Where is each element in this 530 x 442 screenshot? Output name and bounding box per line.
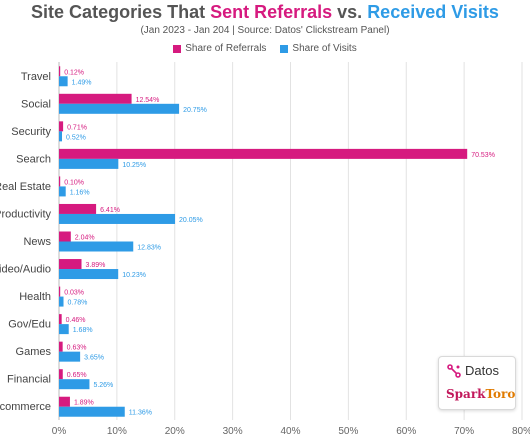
data-label-referrals: 0.03% [64, 290, 84, 297]
chart-title: Site Categories That Sent Referrals vs. … [0, 2, 530, 23]
bar-visits [59, 241, 134, 252]
bar-referrals [59, 341, 63, 352]
y-tick-label: Search [16, 153, 51, 165]
legend-label-visits: Share of Visits [292, 43, 357, 54]
x-tick-label: 80% [512, 426, 530, 437]
y-tick-label: Ecommerce [0, 401, 51, 413]
data-label-referrals: 12.54% [136, 97, 160, 104]
legend-item-visits: Share of Visits [280, 43, 357, 54]
data-label-referrals: 0.12% [64, 69, 84, 76]
data-label-referrals: 0.71% [67, 124, 87, 131]
title-part-1: Site Categories That [31, 2, 211, 22]
bar-visits [59, 269, 119, 280]
chart-subtitle: (Jan 2023 - Jan 204 | Source: Datos' Cli… [140, 25, 390, 36]
legend-item-referrals: Share of Referrals [173, 43, 266, 54]
datos-logo: Datos [447, 363, 499, 378]
y-tick-label: Productivity [0, 208, 51, 220]
y-tick-label: Health [19, 291, 51, 303]
x-tick-label: 50% [338, 426, 358, 437]
title-sent-referrals: Sent Referrals [210, 2, 333, 22]
data-label-visits: 0.78% [68, 300, 88, 307]
y-tick-label: Travel [21, 71, 51, 83]
x-tick-label: 10% [107, 426, 127, 437]
bar-visits [59, 296, 64, 307]
data-label-referrals: 0.63% [67, 345, 87, 352]
data-label-visits: 10.23% [122, 272, 146, 279]
bar-visits [59, 76, 68, 87]
bar-visits [59, 213, 176, 224]
bar-visits [59, 186, 66, 197]
x-tick-label: 60% [396, 426, 416, 437]
y-tick-label: News [23, 236, 51, 248]
data-label-referrals: 3.89% [86, 262, 106, 269]
bar-referrals [59, 66, 61, 77]
data-label-visits: 1.49% [72, 79, 92, 86]
data-label-visits: 3.65% [84, 355, 104, 362]
legend-swatch-visits [280, 44, 289, 53]
bar-referrals [59, 369, 63, 380]
bar-visits [59, 406, 125, 417]
bar-referrals [59, 259, 82, 270]
bar-referrals [59, 314, 62, 325]
bar-referrals [59, 396, 70, 407]
data-label-referrals: 0.10% [64, 179, 84, 186]
bar-referrals [59, 203, 97, 214]
data-label-visits: 20.75% [183, 107, 207, 114]
y-tick-label: Gov/Edu [8, 319, 51, 331]
bar-visits [59, 131, 63, 142]
data-label-visits: 1.68% [73, 327, 93, 334]
bar-referrals [59, 148, 468, 159]
x-tick-label: 20% [165, 426, 185, 437]
bar-referrals [59, 176, 61, 187]
data-label-visits: 11.36% [129, 410, 152, 417]
bar-referrals [59, 93, 132, 104]
y-tick-label: Video/Audio [0, 264, 51, 276]
datos-wordmark: Datos [465, 363, 499, 378]
data-label-visits: 10.25% [122, 162, 146, 169]
data-label-visits: 12.83% [137, 245, 161, 252]
legend-label-referrals: Share of Referrals [185, 43, 267, 54]
data-label-referrals: 0.65% [67, 372, 87, 379]
bar-visits [59, 103, 180, 114]
legend: Share of Referrals Share of Visits [0, 43, 530, 54]
y-tick-label: Financial [7, 374, 51, 386]
bar-referrals [59, 121, 64, 132]
datos-icon [447, 363, 461, 378]
data-label-visits: 1.16% [70, 189, 90, 196]
bar-referrals [59, 286, 61, 297]
y-tick-label: Security [11, 126, 51, 138]
data-label-referrals: 6.41% [100, 207, 120, 214]
data-label-referrals: 1.89% [74, 400, 94, 407]
data-label-visits: 5.26% [93, 382, 113, 389]
y-tick-label: Games [16, 346, 52, 358]
y-tick-label: Real Estate [0, 181, 51, 193]
data-label-visits: 0.52% [66, 134, 86, 141]
logo-box: Datos SparkToro [438, 356, 516, 410]
bar-visits [59, 379, 90, 390]
sparktoro-logo: SparkToro [446, 387, 515, 401]
y-tick-label: Social [21, 98, 51, 110]
data-label-referrals: 70.53% [471, 152, 495, 159]
title-vs: vs. [332, 2, 368, 22]
x-tick-label: 40% [280, 426, 300, 437]
bar-visits [59, 158, 119, 169]
data-label-referrals: 2.04% [75, 235, 95, 242]
data-label-referrals: 0.46% [66, 317, 86, 324]
data-label-visits: 20.05% [179, 217, 203, 224]
sparktoro-spark: Spark [446, 387, 486, 401]
bar-visits [59, 324, 69, 335]
legend-swatch-referrals [173, 44, 182, 53]
x-tick-label: 0% [52, 426, 67, 437]
title-received-visits: Received Visits [367, 2, 499, 22]
bar-visits [59, 351, 81, 362]
bar-referrals [59, 231, 71, 242]
x-tick-label: 30% [223, 426, 243, 437]
sparktoro-toro: Toro [485, 387, 516, 401]
x-tick-label: 70% [454, 426, 474, 437]
